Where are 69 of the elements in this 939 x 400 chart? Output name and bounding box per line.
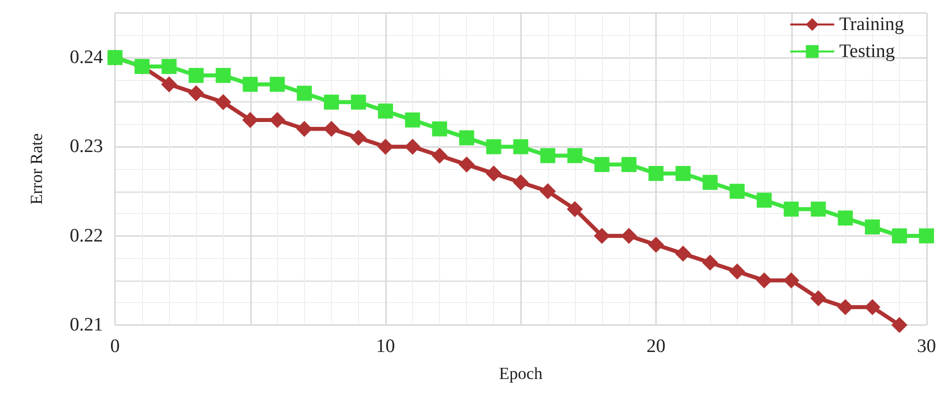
point bbox=[432, 121, 448, 136]
point bbox=[729, 264, 746, 280]
point bbox=[567, 148, 582, 164]
y-tick-label: 0.22 bbox=[70, 225, 103, 246]
point bbox=[432, 148, 448, 164]
point bbox=[676, 166, 691, 181]
point bbox=[188, 85, 204, 102]
point bbox=[756, 192, 772, 208]
point bbox=[756, 272, 772, 288]
y-tick-label: 0.21 bbox=[70, 314, 103, 336]
point bbox=[162, 58, 177, 74]
point bbox=[594, 157, 610, 172]
point bbox=[350, 130, 366, 146]
point bbox=[405, 112, 420, 128]
point bbox=[919, 228, 934, 244]
x-tick-label: 30 bbox=[917, 336, 936, 357]
y-tick-label: 0.23 bbox=[70, 136, 103, 158]
point bbox=[864, 299, 880, 316]
point bbox=[270, 76, 285, 92]
point bbox=[378, 138, 394, 155]
point bbox=[486, 139, 502, 154]
point bbox=[324, 94, 339, 110]
point bbox=[242, 76, 258, 92]
y-tick-label: 0.24 bbox=[70, 47, 104, 68]
x-tick-label: 0 bbox=[110, 336, 120, 357]
point bbox=[512, 174, 529, 190]
point bbox=[864, 219, 880, 234]
point bbox=[810, 290, 826, 306]
point bbox=[783, 272, 800, 288]
point bbox=[648, 236, 664, 253]
point bbox=[838, 210, 853, 226]
point bbox=[784, 202, 799, 217]
point bbox=[458, 156, 475, 173]
point bbox=[242, 112, 258, 128]
point bbox=[540, 148, 556, 164]
point bbox=[404, 138, 421, 155]
point bbox=[215, 94, 232, 110]
legend-label: Training bbox=[839, 14, 904, 35]
point bbox=[648, 166, 664, 181]
point bbox=[675, 246, 692, 262]
point bbox=[513, 139, 528, 154]
point bbox=[269, 112, 286, 128]
x-tick-label: 20 bbox=[646, 336, 666, 357]
point bbox=[594, 228, 610, 244]
point bbox=[350, 94, 366, 110]
point bbox=[810, 202, 826, 217]
point bbox=[566, 201, 583, 218]
y-axis-title: Error Rate bbox=[27, 133, 46, 205]
point bbox=[730, 184, 745, 199]
x-axis-title: Epoch bbox=[499, 364, 543, 383]
point bbox=[378, 104, 393, 119]
legend-label: Testing bbox=[839, 41, 896, 62]
point bbox=[620, 228, 637, 244]
point bbox=[486, 165, 502, 182]
point bbox=[891, 317, 908, 333]
point bbox=[188, 68, 204, 83]
point bbox=[621, 157, 636, 172]
point bbox=[323, 120, 340, 137]
point bbox=[702, 174, 718, 190]
x-tick-label: 10 bbox=[376, 336, 395, 357]
point bbox=[459, 130, 474, 146]
point bbox=[296, 86, 312, 101]
point bbox=[702, 254, 718, 271]
point bbox=[161, 76, 178, 92]
point bbox=[296, 120, 312, 137]
point bbox=[540, 183, 556, 200]
point bbox=[837, 299, 854, 316]
point bbox=[216, 68, 231, 83]
point bbox=[892, 228, 907, 244]
